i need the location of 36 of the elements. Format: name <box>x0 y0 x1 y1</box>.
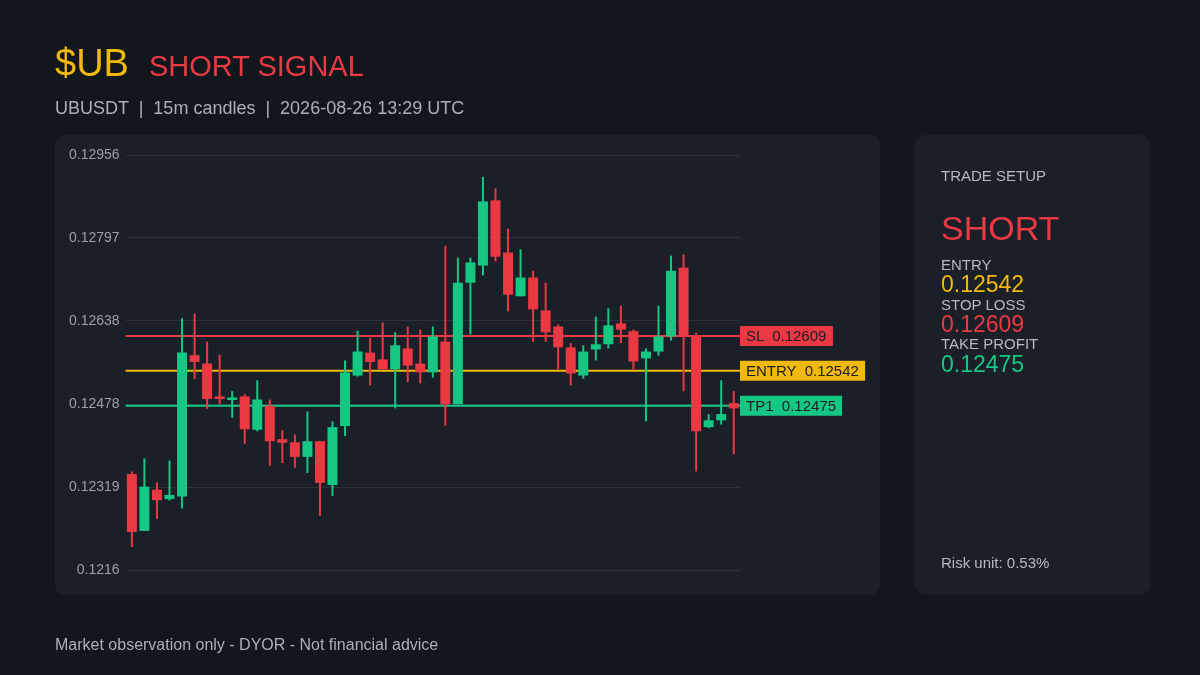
y-tick-label: 0.12956 <box>69 145 120 162</box>
chart-title: $UB <box>55 42 129 85</box>
text: UBUSDT | 15m candles | 2026-08-26 13:29 UTC <box>55 98 465 119</box>
candlestick <box>352 329 363 378</box>
candlestick <box>728 390 739 456</box>
candlestick <box>214 353 225 406</box>
text: TRADE SETUP <box>941 167 1047 184</box>
ref-line-label: TP1 0.12475 <box>746 396 837 414</box>
candlestick <box>590 315 601 362</box>
text: ENTRY <box>941 255 993 273</box>
text: 0.12475 <box>941 351 1026 378</box>
candlestick <box>515 248 526 298</box>
candlestick <box>603 307 614 350</box>
chart-subtitle: SHORT SIGNAL <box>148 50 364 83</box>
ref-line-label: ENTRY 0.12542 <box>746 361 859 379</box>
y-tick-label: 0.12638 <box>69 311 120 328</box>
y-tick-label: 0.12478 <box>69 395 120 412</box>
candlestick <box>164 459 175 502</box>
text: STOP LOSS <box>941 295 1027 313</box>
candlestick <box>277 429 288 465</box>
text: Market observation only - DYOR - Not financial advice <box>55 636 439 654</box>
candlestick <box>151 481 162 520</box>
text: 0.12609 <box>941 311 1026 338</box>
text: Risk unit: 0.53% <box>941 554 1050 571</box>
text: TAKE PROFIT <box>941 335 1040 353</box>
candlestick <box>465 256 476 336</box>
y-tick-label: 0.12797 <box>69 228 120 245</box>
candlestick <box>653 304 664 357</box>
ref-line-label: SL 0.12609 <box>746 327 827 345</box>
text: 0.12542 <box>941 271 1026 298</box>
y-tick-label: 0.12319 <box>69 477 120 494</box>
candlestick <box>578 344 589 380</box>
y-tick-label: 0.1216 <box>76 560 120 577</box>
candlestick <box>289 433 300 469</box>
candlestick <box>302 410 313 475</box>
text: SHORT <box>941 209 1060 247</box>
